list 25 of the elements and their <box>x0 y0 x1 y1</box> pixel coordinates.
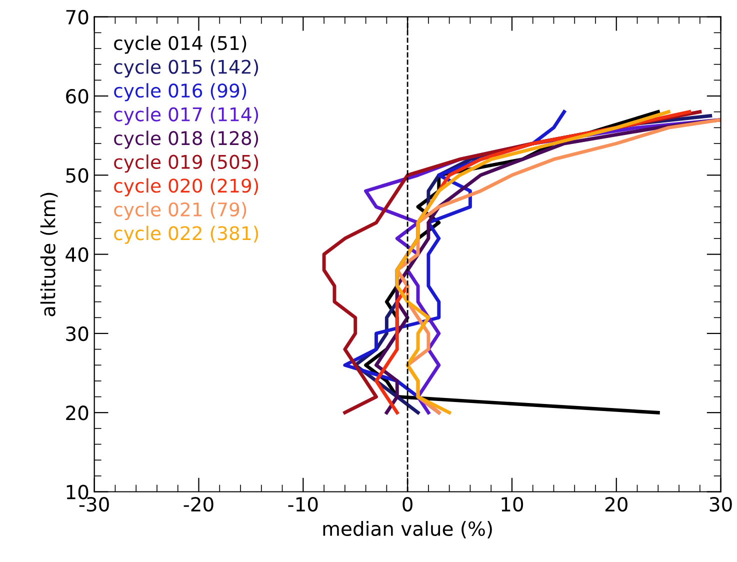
text: cycle 015 (142) <box>114 59 258 78</box>
text: cycle 020 (219) <box>114 178 258 196</box>
x-tick-label: 0 <box>402 496 412 512</box>
text: cycle 016 (99) <box>114 83 246 102</box>
y-tick-label: 20 <box>66 406 88 420</box>
y-tick-label: 40 <box>66 247 88 262</box>
y-tick-label: 70 <box>66 10 88 25</box>
y-tick-label: 30 <box>66 326 88 342</box>
text: cycle 018 (128) <box>114 130 258 149</box>
x-axis-title: median value (%) <box>323 520 492 538</box>
y-tick-label: 50 <box>66 168 88 183</box>
text: cycle 022 (381) <box>114 226 258 244</box>
text: cycle 017 (114) <box>114 106 258 126</box>
y-tick-label: 10 <box>66 484 88 500</box>
x-tick-label: -20 <box>184 496 214 512</box>
text: cycle 019 (505) <box>114 154 258 173</box>
text: cycle 021 (79) <box>114 202 246 220</box>
y-axis-title: altitude (km) <box>40 192 58 316</box>
x-tick-label: -10 <box>288 496 318 512</box>
x-tick-label: 30 <box>710 496 732 512</box>
x-tick-label: 10 <box>502 496 524 512</box>
x-tick-label: 20 <box>605 496 628 512</box>
x-tick-label: -30 <box>79 496 109 512</box>
legend-label: cycle 014 (51) <box>114 36 246 54</box>
y-tick-label: 60 <box>66 88 88 104</box>
